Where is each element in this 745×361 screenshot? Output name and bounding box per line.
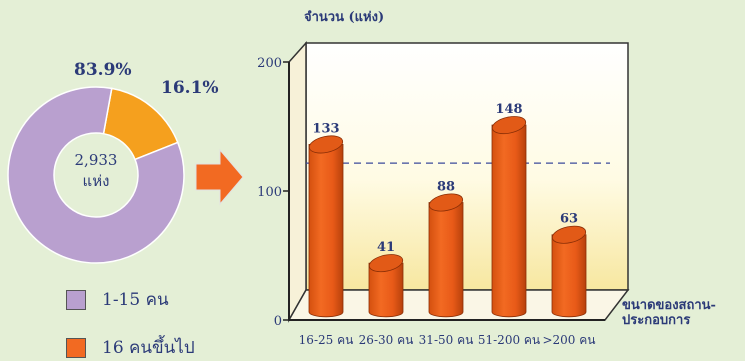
x-tick-label-4: >200 คน <box>542 333 595 347</box>
bar-1 <box>368 262 404 318</box>
donut-slice-1-15 <box>7 86 185 264</box>
y-tick-label-200: 200 <box>257 56 282 71</box>
bar-value-label-4: 63 <box>560 212 578 227</box>
donut-center-value: 2,933 <box>75 151 118 169</box>
side-wall <box>288 41 307 323</box>
x-tick-label-3: 51-200 คน <box>478 333 540 347</box>
bar-2 <box>428 202 464 318</box>
x-tick-label-0: 16-25 คน <box>299 333 354 347</box>
bar-value-label-0: 133 <box>312 121 339 136</box>
y-tick-label-100: 100 <box>257 185 282 200</box>
donut-slice-label-large: 83.9% <box>74 60 132 80</box>
right-arrow-icon <box>195 148 244 206</box>
donut-chart <box>7 86 185 264</box>
bar-value-label-1: 41 <box>377 240 395 255</box>
bar-cap-0 <box>308 135 344 154</box>
bar-cap-2 <box>428 193 464 212</box>
bar-value-label-3: 148 <box>495 102 522 117</box>
x-axis-title-line2: ประกอบการ <box>622 313 690 328</box>
y-axis-title: จำนวน (แห่ง) <box>304 9 384 25</box>
legend-item-16-plus: 16 คนขึ้นไป <box>66 334 195 361</box>
legend-label-1-15: 1-15 คน <box>102 290 169 310</box>
bar-3 <box>491 124 527 318</box>
legend-item-1-15: 1-15 คน <box>66 286 169 313</box>
bar-4 <box>551 234 587 318</box>
donut-slice-label-small: 16.1% <box>161 78 219 98</box>
bar-chart-frame <box>287 41 630 323</box>
x-tick-label-2: 31-50 คน <box>419 333 474 347</box>
y-tick-marks <box>283 61 289 321</box>
bar-0 <box>308 144 344 318</box>
legend-label-16-plus: 16 คนขึ้นไป <box>102 338 195 358</box>
donut-center-unit: แห่ง <box>83 172 110 190</box>
bar-cap-4 <box>551 225 587 244</box>
legend-swatch-orange <box>66 337 86 358</box>
bar-cap-3 <box>491 116 527 135</box>
y-tick-label-0: 0 <box>274 314 282 329</box>
legend-swatch-purple <box>66 289 86 310</box>
bar-series: 133 16-25 คน 41 26-30 คน 88 31-50 คน 148 51-200… <box>299 102 596 347</box>
x-axis-title-line1: ขนาดของสถาน- <box>622 298 716 313</box>
bar-cap-1 <box>368 254 404 273</box>
bar-value-label-2: 88 <box>437 179 455 194</box>
x-tick-label-1: 26-30 คน <box>359 333 414 347</box>
